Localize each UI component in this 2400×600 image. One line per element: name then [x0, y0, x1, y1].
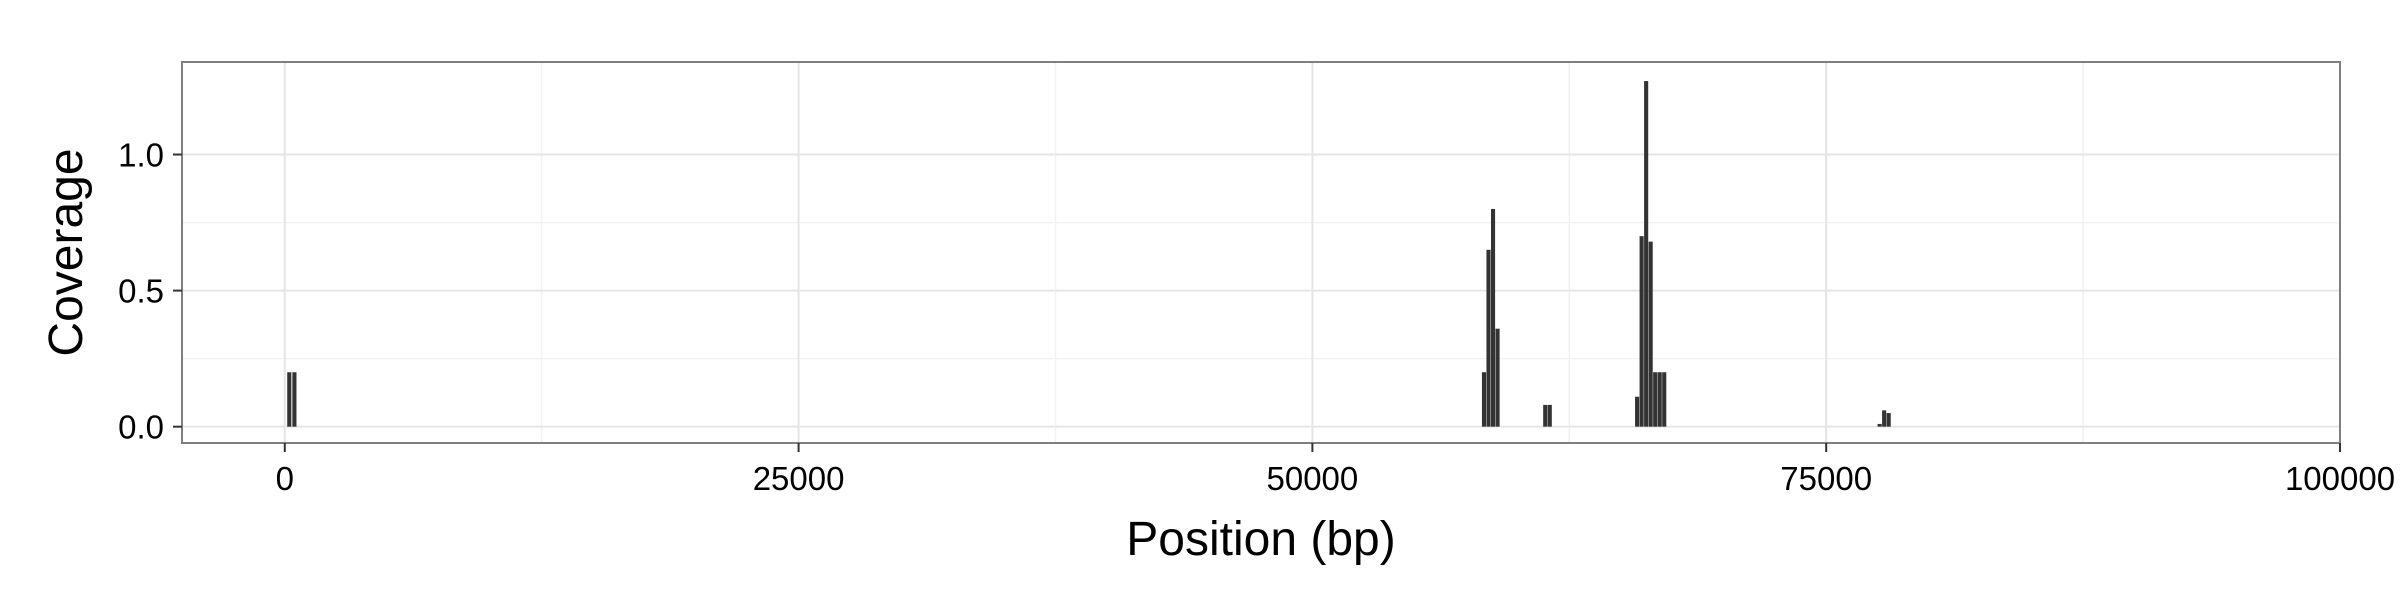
x-tick-label: 0: [276, 460, 294, 497]
y-tick-label: 0.5: [118, 273, 164, 310]
x-tick-label: 50000: [1266, 460, 1358, 497]
coverage-bar: [1490, 208, 1496, 427]
coverage-bar: [1543, 404, 1548, 427]
bar-series: [287, 81, 1891, 427]
coverage-bar: [1662, 372, 1667, 427]
coverage-bar: [292, 372, 297, 427]
coverage-bar: [1495, 328, 1500, 427]
coverage-bar: [1486, 249, 1491, 427]
x-tick-label: 75000: [1780, 460, 1872, 497]
axis-ticks: 0 25000 50000 75000 100000 0.0 0.5 1.0: [118, 137, 2395, 497]
plot-panel-border: [181, 61, 2341, 444]
y-tick-label: 0.0: [118, 409, 164, 446]
coverage-bar: [1882, 410, 1887, 427]
coverage-bar: [1653, 372, 1658, 427]
coverage-bar: [1886, 413, 1891, 427]
y-tick-label: 1.0: [118, 137, 164, 174]
coverage-bar: [1644, 81, 1649, 427]
x-tick-label: 100000: [2285, 460, 2395, 497]
x-tick-label: 25000: [753, 460, 845, 497]
coverage-bar: [1877, 423, 1882, 427]
gridlines: [182, 62, 2340, 443]
coverage-bar: [287, 372, 292, 427]
x-axis-title: Position (bp): [1126, 513, 1395, 566]
coverage-bar: [1481, 372, 1487, 427]
coverage-bar: [1547, 404, 1552, 427]
y-axis-title: Coverage: [40, 148, 93, 356]
coverage-bar: [1648, 241, 1653, 427]
coverage-bar: [1657, 372, 1662, 427]
coverage-bar: [1635, 396, 1640, 427]
coverage-bar: [1639, 236, 1644, 427]
